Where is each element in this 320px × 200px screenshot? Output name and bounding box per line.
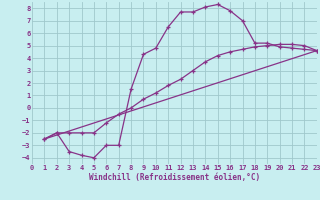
- X-axis label: Windchill (Refroidissement éolien,°C): Windchill (Refroidissement éolien,°C): [89, 173, 260, 182]
